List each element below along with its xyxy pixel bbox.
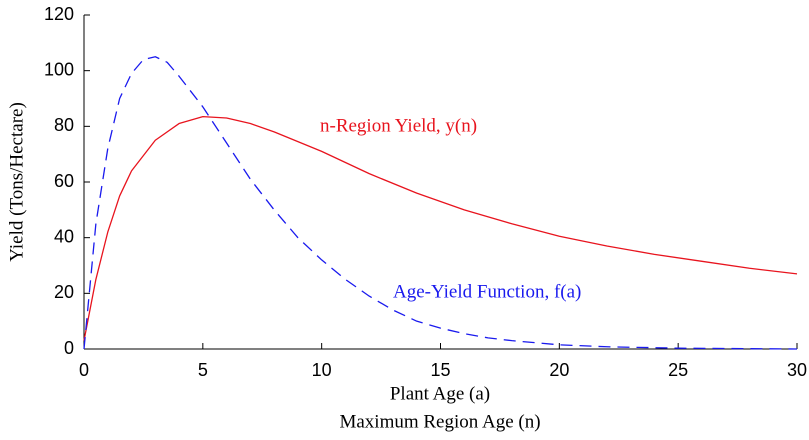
x-axis-label-2: Maximum Region Age (n)	[339, 411, 540, 432]
x-tick-label: 25	[668, 360, 688, 380]
y-tick-label: 120	[44, 4, 74, 24]
x-tick-label: 5	[198, 360, 208, 380]
annotation: Age-Yield Function, f(a)	[393, 281, 581, 302]
y-tick-label: 20	[54, 282, 74, 302]
x-tick-label: 30	[787, 360, 807, 380]
series-line	[83, 115, 798, 341]
x-tick-label: 10	[312, 360, 332, 380]
x-axis-label: Plant Age (a)	[390, 383, 490, 404]
y-tick-label: 60	[54, 171, 74, 191]
x-tick-label: 0	[79, 360, 89, 380]
y-axis-label: Yield (Tons/Hectare)	[6, 102, 27, 262]
y-tick-label: 40	[54, 226, 74, 246]
y-tick-label: 80	[54, 115, 74, 135]
annotation: n-Region Yield, y(n)	[320, 115, 477, 136]
y-tick-label: 100	[44, 59, 74, 79]
x-tick-label: 15	[430, 360, 450, 380]
y-tick-label: 0	[64, 338, 74, 358]
series-line	[83, 56, 798, 350]
x-tick-label: 20	[549, 360, 569, 380]
